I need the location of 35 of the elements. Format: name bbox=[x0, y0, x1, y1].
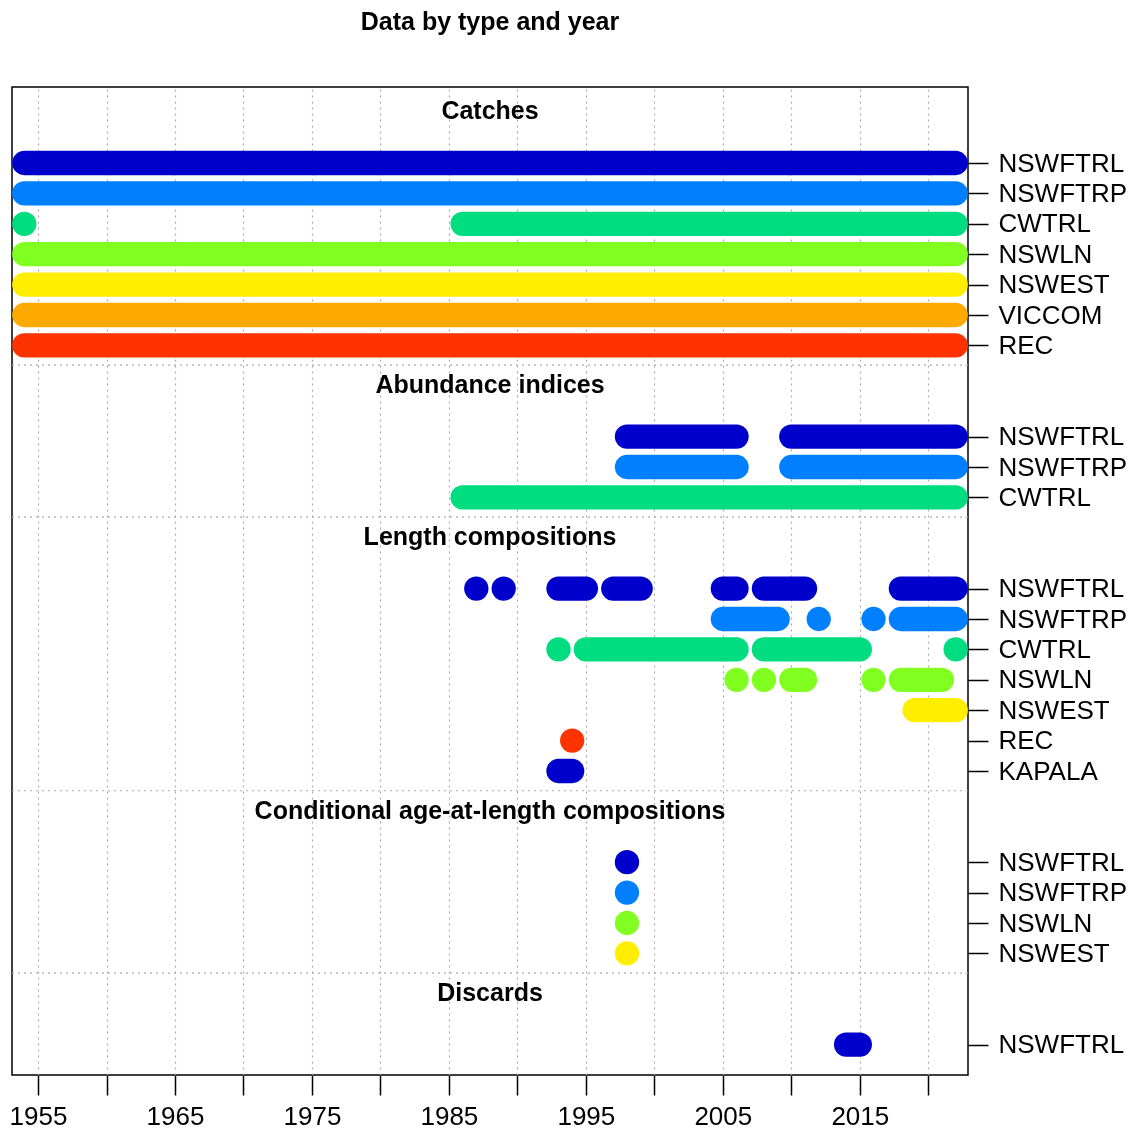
y-tick-label: NSWFTRP bbox=[998, 877, 1128, 908]
y-tick-label: CWTRL bbox=[998, 208, 1091, 239]
y-tick-label: NSWFTRL bbox=[998, 1029, 1125, 1060]
y-tick-label: NSWFTRL bbox=[998, 421, 1125, 452]
y-tick-label: NSWLN bbox=[998, 907, 1093, 938]
y-tick-label: NSWFTRL bbox=[998, 147, 1125, 178]
x-tick-label: 2015 bbox=[831, 1100, 890, 1131]
y-tick-label: KAPALA bbox=[998, 755, 1099, 786]
x-tick-label: 1995 bbox=[557, 1100, 616, 1131]
y-tick-label: NSWFTRP bbox=[998, 177, 1128, 208]
y-tick-label: CWTRL bbox=[998, 633, 1091, 664]
y-tick-label: VICCOM bbox=[998, 299, 1103, 330]
y-tick-label: NSWEST bbox=[998, 269, 1110, 300]
annotation: Conditional age-at-length compositions bbox=[254, 795, 726, 824]
y-tick-label: NSWFTRL bbox=[998, 846, 1125, 877]
annotation: Discards bbox=[437, 977, 543, 1006]
y-tick-label: REC bbox=[998, 329, 1054, 360]
x-tick-label: 2005 bbox=[694, 1100, 753, 1131]
y-tick-label: NSWLN bbox=[998, 664, 1093, 695]
y-tick-label: NSWEST bbox=[998, 694, 1110, 725]
y-tick-label: NSWLN bbox=[998, 238, 1093, 269]
y-tick-label: NSWFTRP bbox=[998, 603, 1128, 634]
x-tick-label: 1955 bbox=[9, 1100, 68, 1131]
annotation: Length compositions bbox=[363, 521, 617, 550]
x-tick-label: 1985 bbox=[420, 1100, 479, 1131]
x-tick-label: 1965 bbox=[146, 1100, 205, 1131]
y-tick-label: NSWFTRL bbox=[998, 573, 1125, 604]
annotation: Abundance indices bbox=[375, 369, 605, 398]
y-tick-label: CWTRL bbox=[998, 481, 1091, 512]
y-tick-label: NSWFTRP bbox=[998, 451, 1128, 482]
y-tick-label: NSWEST bbox=[998, 937, 1110, 968]
annotation: Catches bbox=[441, 96, 539, 125]
chart-title: Data by type and year bbox=[360, 7, 620, 35]
x-tick-label: 1975 bbox=[283, 1100, 342, 1131]
y-tick-label: REC bbox=[998, 725, 1054, 756]
